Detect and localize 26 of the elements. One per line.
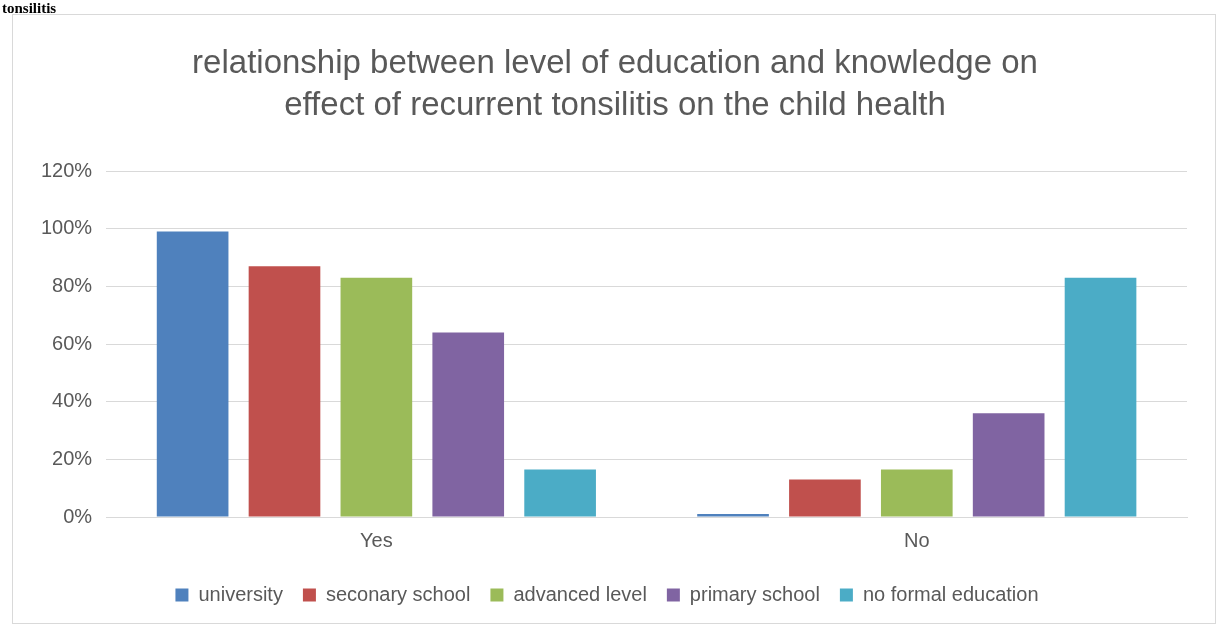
y-tick-label: 80% [52,273,93,296]
x-tick-label: No [904,528,930,551]
y-tick-label: 0% [63,504,93,527]
bar [432,332,505,517]
bar [156,231,229,517]
legend-label: seconary school [325,582,471,605]
x-tick-label: Yes [360,528,393,551]
text: tonsilitis [2,0,57,17]
bar [524,469,596,517]
legend-label: university [198,582,283,605]
bar [972,413,1045,517]
legend-label: no formal education [862,582,1039,605]
legend-label: primary school [689,582,820,605]
y-tick-label: 120% [41,158,93,181]
chart-title: relationship between level of education and knowledge on effect of recurrent tonsilitis on the child health [191,42,1039,124]
bar [697,514,769,517]
bar [880,469,953,517]
y-tick-label: 60% [52,331,93,354]
y-tick-label: 100% [41,216,93,239]
bar [1064,277,1137,517]
bar [248,266,321,517]
y-tick-label: 20% [52,446,93,469]
legend-label: advanced level [513,582,647,605]
y-tick-label: 40% [52,389,93,412]
bar [789,479,861,517]
bar [340,277,413,517]
